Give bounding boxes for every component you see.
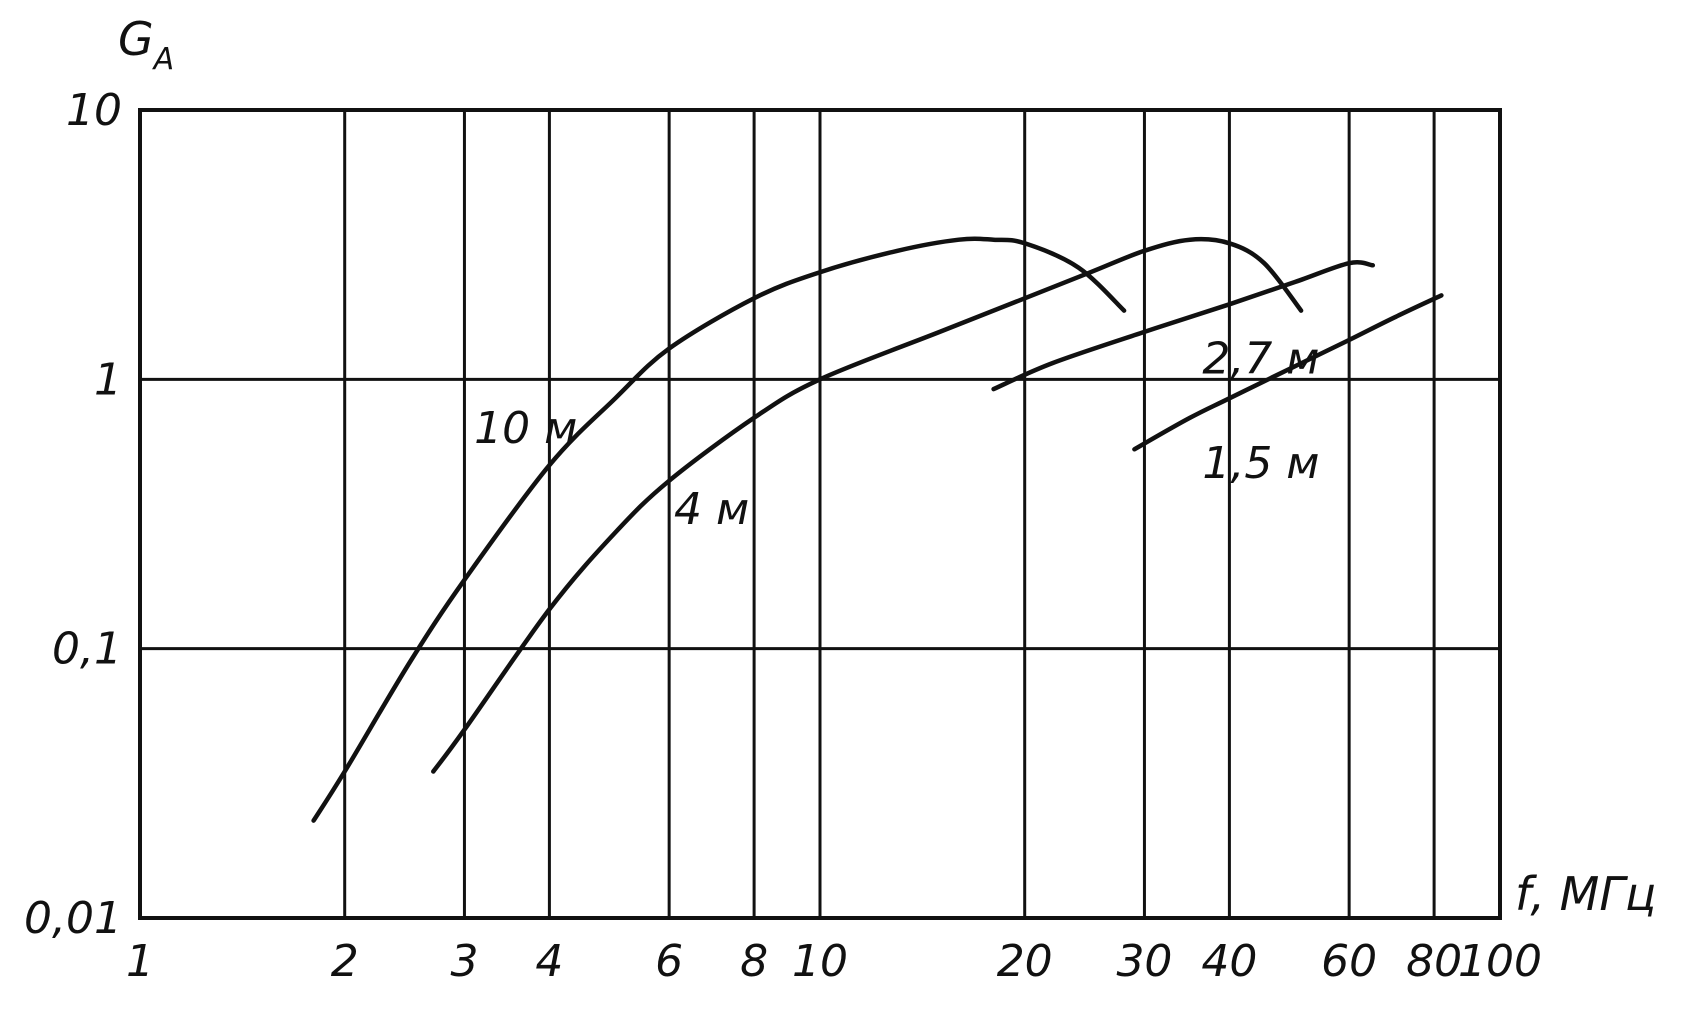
grid-lines xyxy=(140,110,1500,918)
curve-label: 10 м xyxy=(474,403,577,454)
curve-label-layer: 10 м 4 м 2,7 м 1,5 м xyxy=(474,334,1319,536)
y-tick-label: 1 xyxy=(94,354,122,405)
series-line-3 xyxy=(991,260,1376,392)
x-tick-label: 60 xyxy=(1321,936,1377,987)
series-layer xyxy=(311,236,1444,823)
x-tick-label: 3 xyxy=(450,936,478,987)
x-tick-label: 40 xyxy=(1201,936,1257,987)
x-tick-label: 6 xyxy=(655,936,683,987)
curve-label: 2,7 м xyxy=(1202,334,1319,385)
x-tick-label: 1 xyxy=(126,936,154,987)
curve-label: 1,5 м xyxy=(1202,438,1319,489)
y-axis-label: GA xyxy=(118,12,174,77)
x-tick-label: 30 xyxy=(1116,936,1172,987)
curve-label: 4 м xyxy=(674,484,749,535)
y-tick-label: 0,1 xyxy=(52,624,122,675)
x-tick-label: 10 xyxy=(792,936,848,987)
y-tick-labels: 0,01 0,1 1 10 xyxy=(24,85,122,944)
x-tick-label: 80 xyxy=(1406,936,1462,987)
series-line-1 xyxy=(311,236,1127,823)
series-line-2 xyxy=(431,236,1304,774)
x-tick-label: 4 xyxy=(535,936,563,987)
x-tick-label: 100 xyxy=(1458,936,1542,987)
plot-frame xyxy=(138,108,1502,920)
x-axis-label: f, МГц xyxy=(1515,867,1656,921)
y-tick-label: 10 xyxy=(66,85,122,136)
series-line-4 xyxy=(1132,293,1444,452)
x-tick-label: 20 xyxy=(997,936,1053,987)
y-tick-label: 0,01 xyxy=(24,893,122,944)
x-tick-label: 8 xyxy=(740,936,768,987)
x-tick-label: 2 xyxy=(331,936,359,987)
